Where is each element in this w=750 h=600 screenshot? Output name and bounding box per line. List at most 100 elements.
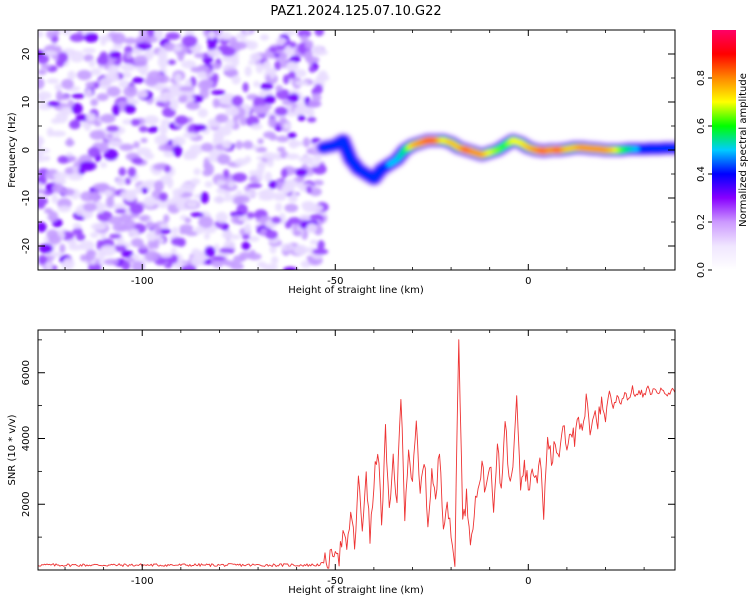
heatmap-noise-cell [179, 224, 194, 233]
snr-x-ticks: -100 -50 0 [64, 330, 645, 587]
heatmap-noise-cell [174, 73, 182, 83]
heatmap-noise-cell [269, 68, 276, 79]
heatmap-noise-cell [275, 202, 283, 212]
heatmap-noise-cell [38, 53, 50, 64]
heatmap-noise-cell [38, 77, 45, 90]
heatmap-noise-cell [242, 140, 253, 150]
heatmap-noise-cell [96, 55, 109, 66]
heatmap-noise-cell [306, 105, 315, 115]
heatmap-noise-cell [275, 89, 291, 100]
heatmap-noise-cell [206, 36, 219, 46]
heatmap-noise-cell [113, 244, 127, 252]
heatmap-noise-cell [107, 140, 123, 147]
heatmap-noise-cell [253, 96, 267, 108]
heatmap-noise-cell [225, 118, 235, 129]
x-tick-label: -100 [131, 576, 154, 587]
heatmap-noise-cell [131, 260, 145, 270]
heatmap-noise-cell [124, 104, 136, 114]
heatmap-noise-cell [38, 148, 51, 154]
heatmap-noise-cell [236, 190, 243, 196]
heatmap-noise-cell [50, 130, 66, 137]
heatmap-noise-cell [255, 62, 264, 74]
heatmap-noise-cell [61, 30, 72, 36]
heatmap-noise-cell [312, 248, 329, 255]
heatmap-noise-cell [178, 95, 188, 104]
heatmap-noise-cell [45, 261, 53, 270]
heatmap-noise-cell [307, 204, 324, 212]
heatmap-noise-cell [283, 266, 298, 270]
heatmap-noise-cell [121, 250, 134, 258]
y-tick-label: 4000 [21, 426, 32, 451]
heatmap-noise-cell [157, 56, 169, 68]
heatmap-noise-cell [219, 32, 232, 41]
heatmap-noise-cell [232, 172, 248, 183]
heatmap-noise-cell [274, 60, 282, 71]
heatmap-noise-cell [118, 167, 127, 177]
heatmap-noise-cell [288, 195, 297, 203]
heatmap-noise-cell [97, 248, 106, 261]
heatmap-noise-cell [109, 233, 122, 239]
heatmap-noise-cell [249, 249, 256, 258]
heatmap-noise-cell [144, 152, 155, 160]
heatmap-noise-cell [191, 95, 204, 103]
heatmap-noise-cell [264, 171, 272, 183]
heatmap-noise-cell [304, 220, 319, 226]
heatmap-noise [38, 30, 330, 270]
heatmap-noise-cell [275, 85, 283, 92]
heatmap-noise-cell [257, 138, 264, 145]
heatmap-noise-cell [163, 42, 176, 52]
heatmap-noise-cell [227, 181, 235, 188]
heatmap-noise-cell [197, 108, 208, 118]
heatmap-noise-cell [62, 257, 75, 270]
heatmap-noise-cell [306, 185, 313, 194]
heatmap-noise-cell [236, 195, 250, 204]
heatmap-noise-cell [127, 167, 137, 178]
heatmap-noise-cell [122, 119, 133, 125]
heatmap-noise-cell [194, 226, 206, 235]
heatmap-noise-cell [130, 118, 141, 127]
heatmap-noise-cell [211, 255, 226, 261]
heatmap-noise-cell [38, 254, 48, 265]
heatmap-noise-cell [85, 250, 95, 262]
heatmap-noise-cell [259, 216, 272, 221]
y-tick-label: -20 [21, 238, 32, 254]
colorbar: 0.0 0.2 0.4 0.6 0.8 Normalized spectral ampl… [696, 30, 749, 278]
heatmap-noise-cell [38, 30, 44, 38]
colorbar-ticks: 0.0 0.2 0.4 0.6 0.8 [696, 70, 712, 278]
heatmap-noise-cell [146, 231, 158, 242]
heatmap-noise-cell [114, 208, 127, 214]
heatmap-noise-cell [186, 200, 199, 209]
heatmap-noise-cell [287, 61, 298, 71]
heatmap-noise-cell [297, 114, 306, 122]
heatmap-noise-cell [204, 233, 210, 240]
heatmap-noise-cell [99, 161, 108, 169]
heatmap-noise-cell [171, 237, 185, 246]
heatmap-noise-cell [90, 222, 107, 231]
heatmap-noise-cell [253, 105, 269, 116]
heatmap-noise-cell [280, 168, 288, 179]
heatmap-noise-cell [232, 41, 247, 50]
heatmap-noise-cell [302, 137, 311, 148]
heatmap-noise-cell [57, 52, 69, 63]
heatmap-noise-cell [59, 243, 66, 254]
heatmap-noise-cell [182, 132, 198, 139]
heatmap-noise-cell [284, 220, 292, 229]
heatmap-noise-cell [153, 180, 164, 193]
heatmap-noise-cell [223, 93, 232, 100]
heatmap-noise-cell [265, 230, 278, 240]
heatmap-noise-cell [207, 49, 222, 58]
heatmap-noise-cell [212, 73, 219, 83]
heatmap-noise-cell [170, 247, 177, 254]
heatmap-noise-cell [38, 221, 47, 233]
heatmap-noise-cell [131, 157, 144, 165]
heatmap-noise-cell [100, 34, 107, 46]
heatmap-noise-cell [83, 202, 98, 212]
heatmap-noise-cell [299, 221, 308, 229]
heatmap-noise-cell [61, 188, 75, 196]
heatmap-noise-cell [200, 191, 210, 204]
heatmap-noise-cell [38, 155, 46, 163]
heatmap-noise-cell [180, 264, 197, 270]
heatmap-noise-cell [67, 155, 77, 162]
heatmap-noise-cell [243, 191, 257, 197]
heatmap-layer [38, 30, 675, 270]
